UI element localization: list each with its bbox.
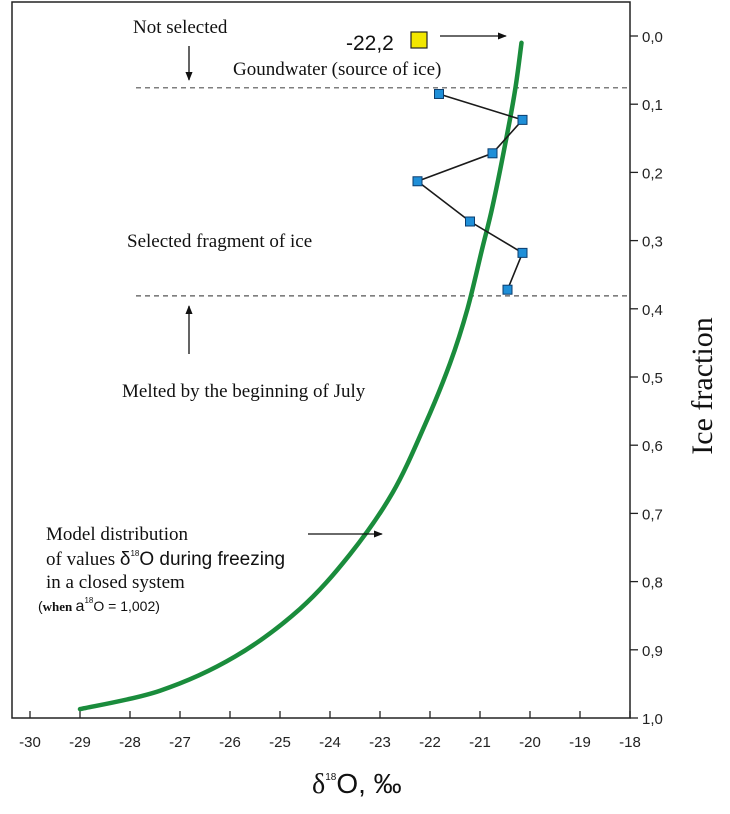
model-label-line3: in a closed system	[46, 572, 185, 593]
selected-fragment-label: Selected fragment of ice	[127, 231, 312, 252]
y-tick-label: 0,0	[642, 29, 663, 46]
measured-ice-line	[415, 93, 524, 291]
y-tick-label: 0,4	[642, 302, 663, 319]
measured-ice-point	[487, 148, 498, 159]
x-tick-label: -21	[469, 734, 491, 751]
measured-ice-point	[434, 88, 444, 99]
x-tick-label: -28	[119, 734, 141, 751]
x-tick-label: -22	[419, 734, 441, 751]
x-tick-label: -23	[369, 734, 391, 751]
y-tick-label: 0,6	[642, 438, 663, 455]
x-tick-label: -30	[19, 734, 41, 751]
y-tick-label: 0,5	[642, 370, 663, 387]
measured-ice-point	[517, 114, 528, 125]
model-label-line2: of values δ18O during freezing	[46, 549, 285, 570]
x-tick-label: -25	[269, 734, 291, 751]
melted-label: Melted by the beginning of July	[122, 381, 366, 402]
plot-frame	[11, 1, 631, 719]
reference-lines	[136, 87, 630, 297]
x-axis-label: δ18O, ‰	[312, 768, 402, 800]
y-tick-label: 0,8	[642, 575, 663, 592]
y-tick-label: 1,0	[642, 711, 663, 728]
y-tick-label: 0,9	[642, 643, 663, 660]
y-tick-label: 0,3	[642, 234, 663, 251]
x-tick-label: -24	[319, 734, 341, 751]
y-axis-label: Ice fraction	[686, 317, 719, 454]
model-curve-line	[77, 40, 524, 712]
source-marker	[410, 31, 428, 49]
measured-ice-points	[412, 88, 528, 295]
x-axis-ticks: -30 -29 -28 -27 -26 -25 -24 -23 -22 -21 -20 -19 -18	[19, 711, 641, 751]
y-tick-label: 0,1	[642, 97, 663, 114]
groundwater-label: Goundwater (source of ice)	[233, 59, 441, 80]
measured-ice-point	[517, 247, 528, 258]
x-tick-label: -18	[619, 734, 641, 751]
source-value-label: -22,2	[346, 32, 394, 55]
x-tick-label: -20	[519, 734, 541, 751]
x-tick-label: -27	[169, 734, 191, 751]
y-tick-label: 0,7	[642, 506, 663, 523]
model-label-line4: (when a18O = 1,002)	[38, 596, 160, 615]
x-tick-label: -26	[219, 734, 241, 751]
y-tick-label: 0,2	[642, 165, 663, 182]
model-label-line1: Model distribution	[46, 524, 188, 545]
not-selected-label: Not selected	[133, 17, 228, 38]
y-axis-ticks: 0,0 0,1 0,2 0,3 0,4 0,5 0,6 0,7 0,8 0,9 1,0	[630, 29, 663, 728]
x-tick-label: -19	[569, 734, 591, 751]
measured-ice-point	[412, 176, 423, 187]
measured-ice-point	[502, 284, 513, 295]
x-tick-label: -29	[69, 734, 91, 751]
measured-ice-point	[465, 216, 475, 227]
